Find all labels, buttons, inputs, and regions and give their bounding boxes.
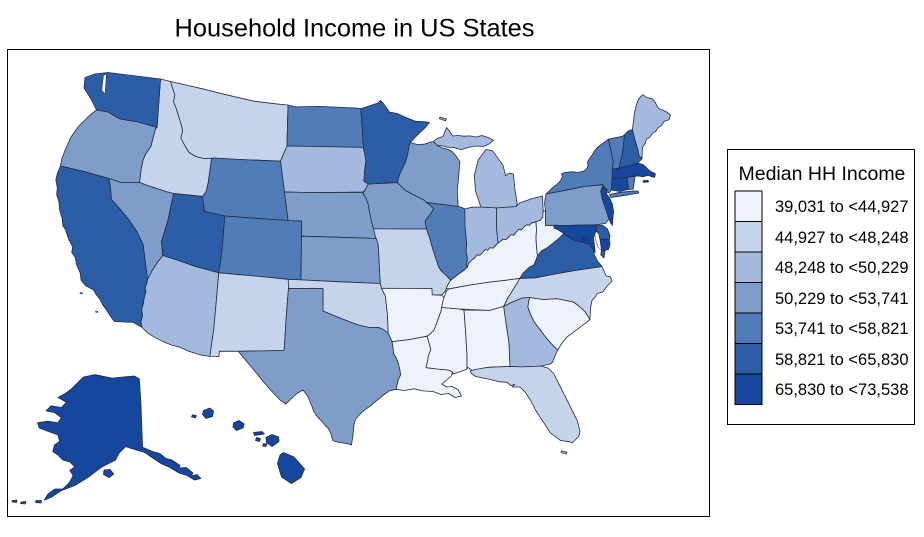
svg-text:53,741 to <58,821: 53,741 to <58,821 — [775, 320, 909, 338]
svg-text:65,830 to <73,538: 65,830 to <73,538 — [775, 381, 909, 399]
svg-text:39,031 to <44,927: 39,031 to <44,927 — [775, 198, 909, 216]
svg-text:50,229 to <53,741: 50,229 to <53,741 — [775, 290, 909, 308]
svg-text:58,821 to <65,830: 58,821 to <65,830 — [775, 351, 909, 369]
svg-text:Household Income in US States: Household Income in US States — [175, 15, 535, 43]
svg-text:Median HH Income: Median HH Income — [739, 163, 906, 185]
svg-text:44,927 to <48,248: 44,927 to <48,248 — [775, 229, 909, 247]
svg-text:48,248 to <50,229: 48,248 to <50,229 — [775, 259, 909, 277]
